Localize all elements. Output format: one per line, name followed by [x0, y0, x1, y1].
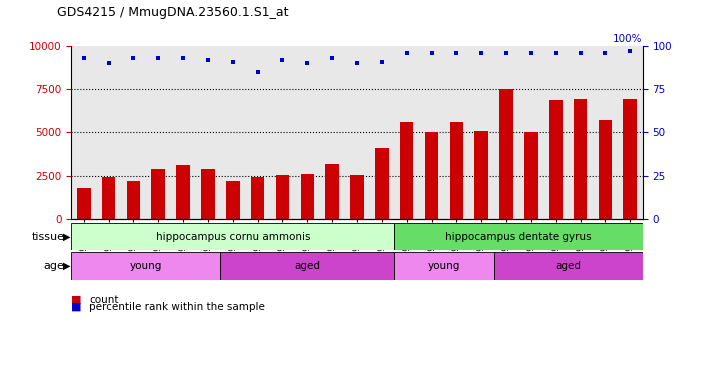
Bar [400, 122, 413, 219]
Bar [77, 188, 91, 219]
Bar [394, 252, 493, 280]
Bar [126, 181, 141, 219]
Bar [493, 252, 643, 280]
Text: ▶: ▶ [62, 261, 70, 271]
Text: young: young [428, 261, 460, 271]
Bar [301, 174, 314, 219]
Bar [102, 177, 116, 219]
Bar [425, 132, 438, 219]
Bar [326, 164, 339, 219]
Bar [276, 175, 289, 219]
Text: count: count [89, 295, 119, 305]
Bar [549, 99, 563, 219]
Bar [71, 223, 394, 250]
Text: aged: aged [555, 261, 581, 271]
Bar [176, 165, 190, 219]
Bar [251, 177, 264, 219]
Bar [573, 99, 588, 219]
Bar [201, 169, 215, 219]
Text: hippocampus dentate gyrus: hippocampus dentate gyrus [445, 232, 592, 242]
Bar [226, 181, 240, 219]
Bar [598, 120, 612, 219]
Bar [221, 252, 394, 280]
Text: GDS4215 / MmugDNA.23560.1.S1_at: GDS4215 / MmugDNA.23560.1.S1_at [57, 6, 288, 19]
Text: age: age [44, 261, 64, 271]
Bar [394, 223, 643, 250]
Bar [499, 89, 513, 219]
Text: 100%: 100% [613, 34, 643, 44]
Bar [151, 169, 165, 219]
Bar [350, 175, 364, 219]
Text: young: young [130, 261, 162, 271]
Text: aged: aged [294, 261, 321, 271]
Bar [474, 131, 488, 219]
Bar [71, 252, 221, 280]
Text: ▶: ▶ [62, 232, 70, 242]
Text: ■: ■ [71, 302, 82, 312]
Bar [450, 122, 463, 219]
Bar [524, 132, 538, 219]
Text: percentile rank within the sample: percentile rank within the sample [89, 302, 265, 312]
Text: ■: ■ [71, 295, 82, 305]
Bar [375, 148, 388, 219]
Text: tissue: tissue [31, 232, 64, 242]
Text: hippocampus cornu ammonis: hippocampus cornu ammonis [156, 232, 310, 242]
Bar [623, 99, 637, 219]
